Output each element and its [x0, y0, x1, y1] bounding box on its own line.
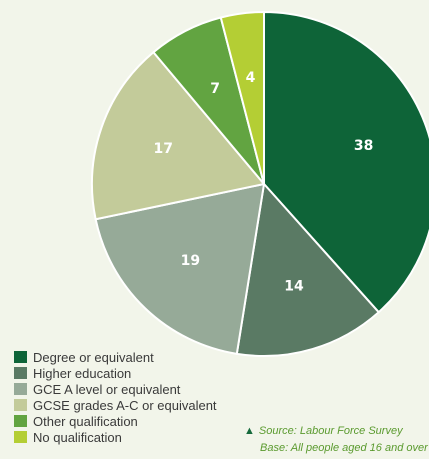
legend-swatch: [14, 383, 27, 395]
legend-item-no-qualification: No qualification: [14, 429, 217, 445]
legend-swatch: [14, 415, 27, 427]
legend-label: Other qualification: [33, 413, 138, 429]
pie-slice-no-qualification: [219, 11, 265, 185]
slice-value-label: 7: [210, 81, 220, 97]
source-text: Source: Labour Force Survey: [258, 425, 403, 437]
legend-item-higher-education: Higher education: [14, 365, 217, 381]
legend-item-other-qualification: Other qualification: [14, 413, 217, 429]
slice-value-label: 14: [284, 278, 304, 294]
slice-value-label: 17: [153, 141, 172, 157]
legend-swatch: [14, 431, 27, 443]
slice-value-label: 19: [181, 253, 200, 269]
legend-label: Degree or equivalent: [33, 349, 154, 365]
source-note: ▲ Source: Labour Force Survey Base: All p…: [244, 423, 428, 457]
triangle-icon: ▲: [244, 425, 255, 437]
slice-value-label: 38: [354, 138, 373, 154]
legend: Degree or equivalent Higher education GC…: [14, 349, 217, 445]
base-line: Base: All people aged 16 and over: [260, 442, 428, 454]
legend-item-gce-a-level: GCE A level or equivalent: [14, 381, 217, 397]
legend-swatch: [14, 351, 27, 363]
legend-item-degree: Degree or equivalent: [14, 349, 217, 365]
pie-slice-degree-or-equivalent: [263, 11, 429, 314]
legend-label: GCSE grades A-C or equivalent: [33, 397, 217, 413]
pie-data-labels: 38 14 19 17 7 4: [153, 70, 373, 294]
legend-swatch: [14, 399, 27, 411]
legend-label: GCE A level or equivalent: [33, 381, 181, 397]
pie-slices: [91, 11, 429, 357]
source-line: ▲ Source: Labour Force Survey: [244, 423, 428, 440]
pie-slice-gcse-grades-a-c-or-equivalent: [91, 51, 265, 221]
legend-label: No qualification: [33, 429, 122, 445]
legend-swatch: [14, 367, 27, 379]
legend-item-gcse: GCSE grades A-C or equivalent: [14, 397, 217, 413]
slice-value-label: 4: [246, 70, 256, 86]
pie-slice-higher-education: [235, 183, 380, 357]
pie-slice-gce-a-level-or-equivalent: [94, 183, 265, 355]
legend-label: Higher education: [33, 365, 132, 381]
